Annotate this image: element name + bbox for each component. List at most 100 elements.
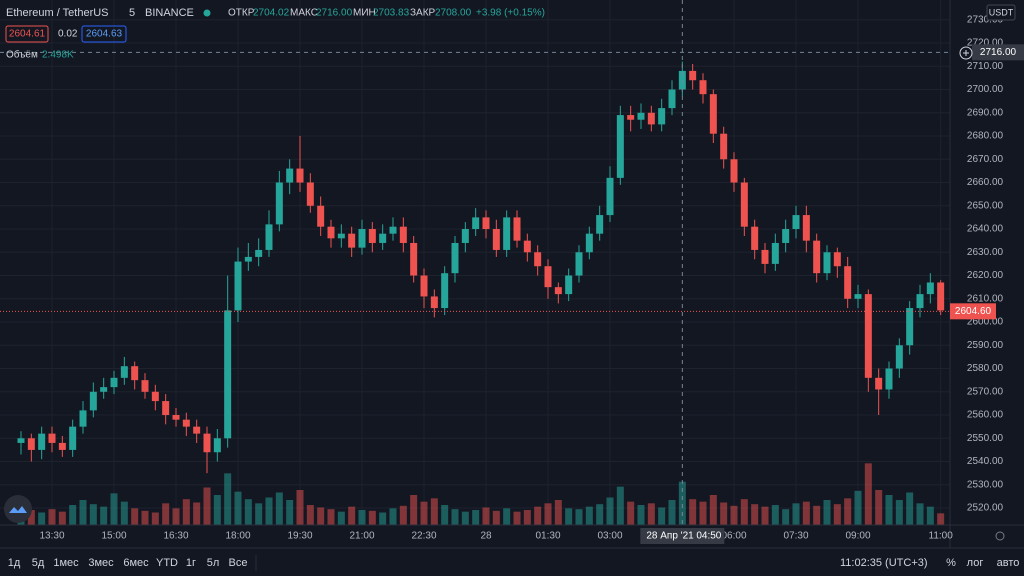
candle-body bbox=[875, 377, 883, 390]
volume-bar bbox=[906, 492, 914, 525]
volume-bar bbox=[461, 511, 469, 525]
candle-body bbox=[461, 229, 469, 243]
candle-body bbox=[771, 242, 779, 264]
x-tick-label: 11:00 bbox=[929, 531, 954, 542]
volume-bar bbox=[699, 501, 707, 525]
candle-body bbox=[430, 296, 438, 309]
volume-bar bbox=[69, 505, 77, 525]
candle-body bbox=[647, 112, 655, 125]
range-button[interactable]: 1д bbox=[8, 557, 21, 569]
volume-bar bbox=[792, 503, 800, 525]
range-button[interactable]: 1мес bbox=[53, 557, 79, 569]
volume-bar bbox=[782, 509, 790, 525]
candle-body bbox=[616, 115, 624, 178]
volume-bar bbox=[410, 495, 418, 525]
volume-bar bbox=[430, 498, 438, 525]
candle-body bbox=[709, 94, 717, 134]
x-tick-label: 18:00 bbox=[225, 531, 250, 542]
candle-body bbox=[792, 215, 800, 230]
y-tick-label: 2580.00 bbox=[967, 363, 1004, 374]
candle-body bbox=[89, 391, 97, 411]
candle-body bbox=[585, 233, 593, 253]
volume-bar bbox=[823, 500, 831, 525]
settings[interactable] bbox=[995, 531, 1005, 541]
candle-body bbox=[503, 217, 511, 250]
y-tick-label: 2700.00 bbox=[967, 84, 1004, 95]
range-button[interactable]: YTD bbox=[156, 557, 178, 569]
symbol[interactable]: Ethereum / TetherUS bbox=[6, 7, 109, 19]
logo-icon bbox=[9, 506, 27, 513]
x-tick-label: 16:30 bbox=[163, 531, 188, 542]
volume-bar bbox=[110, 493, 118, 525]
x-tick-label: 28 bbox=[480, 531, 492, 542]
buy-box[interactable] bbox=[81, 25, 127, 43]
volume-bar bbox=[544, 503, 552, 525]
y-tick-label: 2600.00 bbox=[967, 317, 1004, 328]
volume-bar bbox=[740, 499, 748, 525]
candle-body bbox=[854, 294, 862, 299]
currency[interactable]: USDT bbox=[989, 7, 1014, 17]
toolbar: 1д 5д 1мес 3мес 6мес YTD 1г 5л Все% лог авто bbox=[8, 555, 1020, 571]
volume-bar bbox=[864, 463, 872, 525]
crosshair-date: 28 Апр '21 bbox=[646, 531, 694, 542]
range-button[interactable]: 5д bbox=[32, 557, 45, 569]
candle-body bbox=[492, 229, 500, 250]
candle-body bbox=[410, 242, 418, 276]
candle-body bbox=[699, 80, 707, 95]
candle-body bbox=[193, 426, 201, 434]
volume-bar bbox=[472, 510, 480, 525]
candle-body bbox=[58, 442, 66, 450]
volume-bar bbox=[337, 511, 345, 525]
candle-body bbox=[782, 229, 790, 243]
y-tick-label: 2620.00 bbox=[967, 270, 1004, 281]
volume-bar bbox=[523, 510, 531, 525]
candle-body bbox=[213, 438, 221, 453]
candle-body bbox=[844, 266, 852, 299]
candle-body bbox=[895, 345, 903, 369]
x-tick-label: 21:00 bbox=[349, 531, 374, 542]
range-button[interactable]: Все bbox=[229, 557, 248, 569]
scale-option[interactable]: авто bbox=[997, 557, 1020, 569]
range-button[interactable]: 1г bbox=[186, 557, 196, 569]
candle-body bbox=[234, 261, 242, 311]
currency-box[interactable] bbox=[986, 4, 1016, 21]
sell-box[interactable] bbox=[5, 25, 49, 43]
candle-body bbox=[48, 433, 56, 443]
volume-bar bbox=[813, 505, 821, 525]
volume-bar bbox=[802, 501, 810, 525]
ask[interactable]: 2604.63 bbox=[86, 29, 123, 40]
volume-bar bbox=[534, 506, 542, 525]
volume-bar bbox=[916, 503, 924, 525]
candle-body bbox=[813, 240, 821, 274]
volume-bar bbox=[234, 491, 242, 525]
volume-bar bbox=[162, 503, 170, 525]
volume-value: 2.498K bbox=[42, 50, 74, 61]
candle-body bbox=[348, 233, 356, 248]
bid[interactable]: 2604.61 bbox=[9, 29, 46, 40]
y-tick-label: 2540.00 bbox=[967, 456, 1004, 467]
volume-bar bbox=[730, 505, 738, 525]
volume-bar bbox=[265, 497, 273, 525]
scale-option[interactable]: % bbox=[946, 557, 956, 569]
candle-body bbox=[17, 438, 25, 443]
candle-body bbox=[451, 242, 459, 274]
volume-bar bbox=[213, 495, 221, 525]
add-alert[interactable] bbox=[959, 46, 973, 60]
crosshair-price-label: 2716.00 bbox=[980, 47, 1017, 58]
range-button[interactable]: 6мес bbox=[123, 557, 149, 569]
candle-body bbox=[668, 89, 676, 109]
volume-bar bbox=[761, 506, 769, 525]
volume-bar bbox=[678, 481, 686, 525]
volume-bar bbox=[27, 510, 35, 525]
scale-option[interactable]: лог bbox=[967, 557, 984, 569]
y-tick-label: 2550.00 bbox=[967, 433, 1004, 444]
range-button[interactable]: 5л bbox=[207, 557, 220, 569]
candle-body bbox=[823, 252, 831, 274]
interval[interactable]: 5 bbox=[129, 7, 135, 19]
volume-bar bbox=[503, 508, 511, 525]
volume-bar bbox=[771, 505, 779, 525]
volume-bar bbox=[38, 512, 46, 525]
range-button[interactable]: 3мес bbox=[88, 557, 114, 569]
candle-body bbox=[441, 273, 449, 309]
